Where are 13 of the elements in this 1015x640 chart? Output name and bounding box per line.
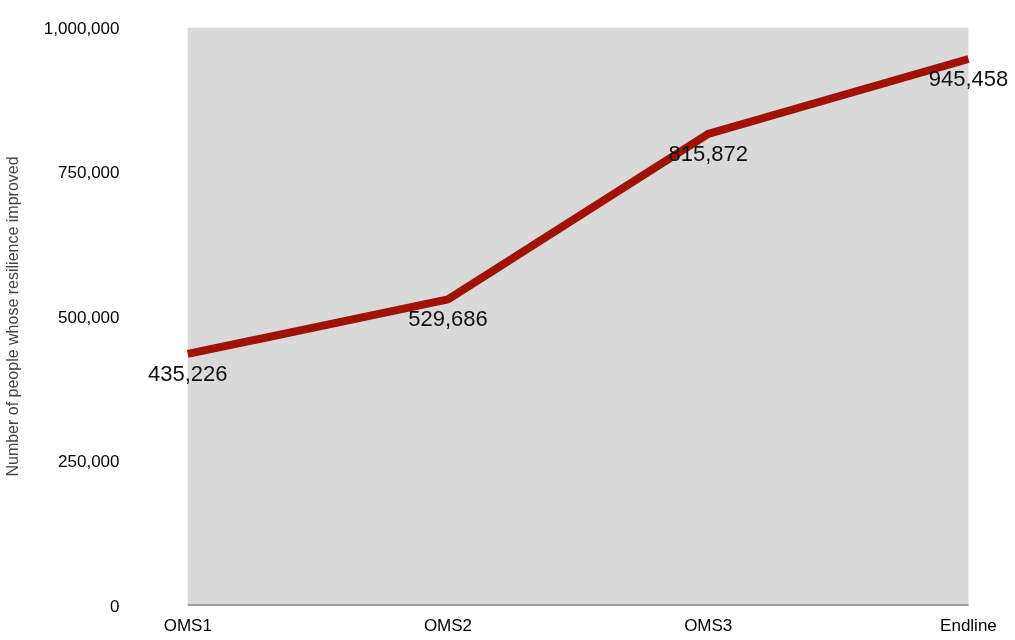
data-label: 945,458 [928,66,1009,92]
y-tick-label: 0 [110,596,120,616]
y-axis-title: Number of people whose resilience improved [3,156,21,477]
y-tick-label: 500,000 [58,307,120,327]
y-tick-label: 1,000,000 [43,18,120,38]
x-tick-label: Endline [940,615,997,635]
x-tick-label: OMS2 [423,615,473,635]
x-tick-label: OMS3 [684,615,733,635]
data-label: 435,226 [147,360,228,386]
y-tick-label: 750,000 [58,163,120,182]
data-label: 529,686 [408,306,488,332]
y-tick-label: 250,000 [58,452,120,471]
x-tick-label: OMS1 [163,615,212,635]
